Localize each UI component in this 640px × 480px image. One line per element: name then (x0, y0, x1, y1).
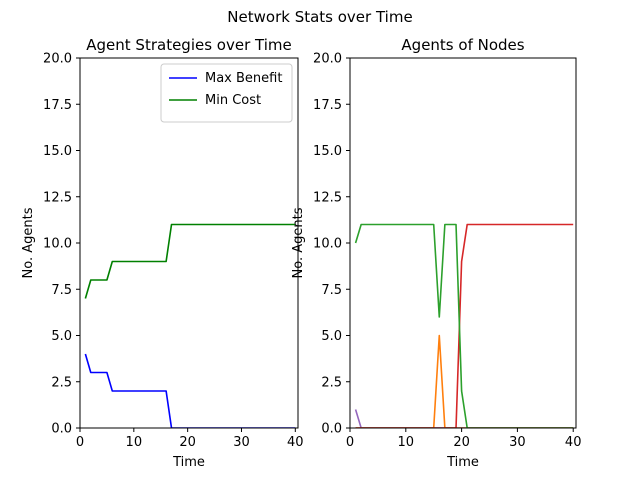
chart2-series-line-4 (354, 223, 574, 428)
chart2-x-tick-label: 10 (398, 435, 415, 450)
chart1-y-tick-label: 5.0 (51, 329, 72, 344)
chart1-y-tick-label: 2.5 (51, 375, 72, 390)
chart2-x-axis-label: Time (446, 455, 479, 470)
chart1: Agent Strategies over Time 0 10 20 30 40 0.0 2.… (21, 36, 304, 470)
chart2-x-tick-label: 40 (565, 435, 582, 450)
chart1-series-line-max-benefit (84, 353, 296, 428)
chart1-series-line-min-cost (84, 223, 296, 299)
chart2-y-tick-label: 17.5 (313, 98, 342, 113)
chart2-y-tick-label: 20.0 (313, 52, 342, 67)
chart1-y-tick-label: 20.0 (43, 52, 72, 67)
chart2-y-tick-label: 7.5 (321, 283, 342, 298)
chart1-x-axis-label: Time (172, 455, 205, 470)
chart1-x-tick-label: 10 (126, 435, 143, 450)
chart1-legend-entry: Min Cost (205, 93, 261, 108)
chart2: Agents of Nodes 0 10 20 30 40 0.0 2.5 5.0 7.5 10.0… (291, 36, 581, 470)
chart1-x-tick-label: 0 (76, 435, 84, 450)
chart1-legend-entry: Max Benefit (205, 71, 282, 86)
chart2-y-axis-label: No. Agents (291, 207, 306, 278)
chart2-y-tick-label: 10.0 (313, 237, 342, 252)
chart2-x-tick-label: 0 (346, 435, 354, 450)
chart1-y-tick-label: 15.0 (43, 144, 72, 159)
chart1-y-tick-label: 7.5 (51, 283, 72, 298)
chart2-series-line-3 (355, 223, 574, 428)
chart2-y-tick-label: 0.0 (321, 422, 342, 437)
chart2-x-tick-label: 20 (453, 435, 470, 450)
chart2-title: Agents of Nodes (401, 36, 524, 54)
chart1-y-tick-label: 0.0 (51, 422, 72, 437)
chart1-y-tick-label: 10.0 (43, 237, 72, 252)
chart2-y-tick-label: 15.0 (313, 144, 342, 159)
chart1-y-axis-label: No. Agents (21, 207, 36, 278)
chart2-axes-frame (349, 57, 577, 429)
figure-title: Network Stats over Time (227, 8, 412, 26)
chart2-y-tick-label: 2.5 (321, 375, 342, 390)
chart2-y-tick-label: 12.5 (313, 190, 342, 205)
chart1-title: Agent Strategies over Time (86, 36, 291, 54)
chart1-x-tick-label: 20 (179, 435, 196, 450)
chart1-y-tick-label: 12.5 (43, 190, 72, 205)
chart2-y-tick-label: 5.0 (321, 329, 342, 344)
chart2-x-tick-label: 30 (509, 435, 526, 450)
chart1-x-tick-label: 30 (233, 435, 250, 450)
chart1-legend: Max Benefit Min Cost (160, 63, 293, 123)
chart1-x-tick-label: 40 (287, 435, 304, 450)
chart1-y-tick-label: 17.5 (43, 98, 72, 113)
